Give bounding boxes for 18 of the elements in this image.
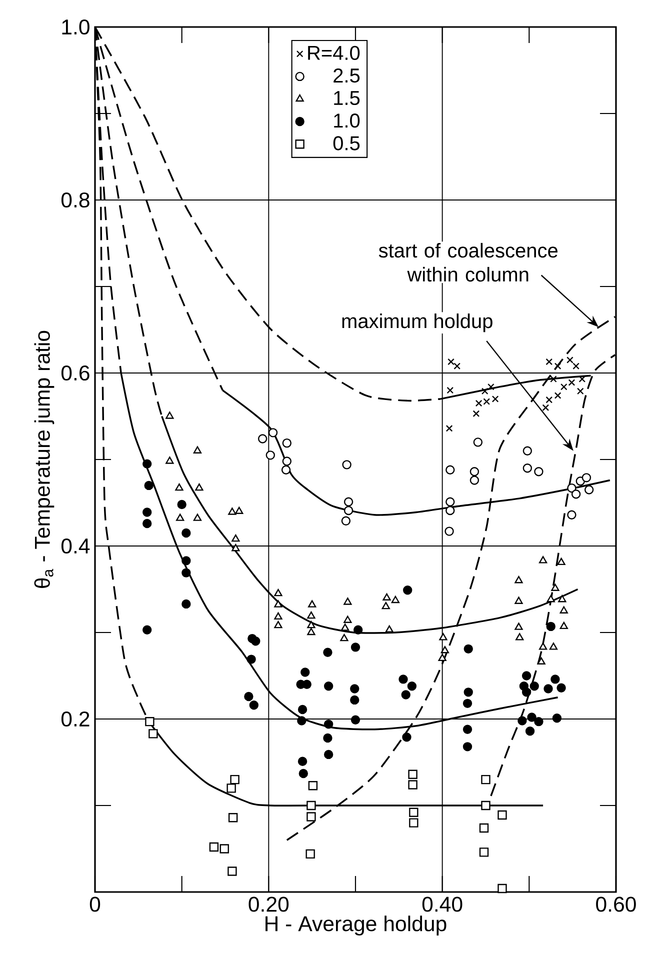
x-axis-title: H - Average holdup <box>266 916 446 936</box>
x-tick-label: 0.40 <box>422 896 462 912</box>
legend-label: R=4.0 <box>308 46 360 60</box>
y-tick-label: 0.6 <box>61 365 90 381</box>
x-tick-label: 0 <box>90 896 100 912</box>
legend-label: 2.5 <box>334 68 360 83</box>
legend-label: 0.5 <box>333 136 360 150</box>
annotation: start of coalescence within column <box>378 242 558 282</box>
y-tick-label: 0.8 <box>61 192 90 208</box>
annotation: maximum holdup <box>342 314 492 332</box>
x-tick-label: 0.20 <box>248 896 289 912</box>
x-tick-label: 0.60 <box>596 896 636 912</box>
y-tick-label: 0.2 <box>61 711 90 727</box>
legend-label: 1.0 <box>334 114 360 128</box>
y-tick-label: 1.0 <box>62 19 90 35</box>
legend-label: 1.5 <box>334 91 360 106</box>
y-tick-label: 0.4 <box>61 538 90 554</box>
y-axis-title: θ$_{a}$ - Temperature jump ratio <box>34 330 54 588</box>
